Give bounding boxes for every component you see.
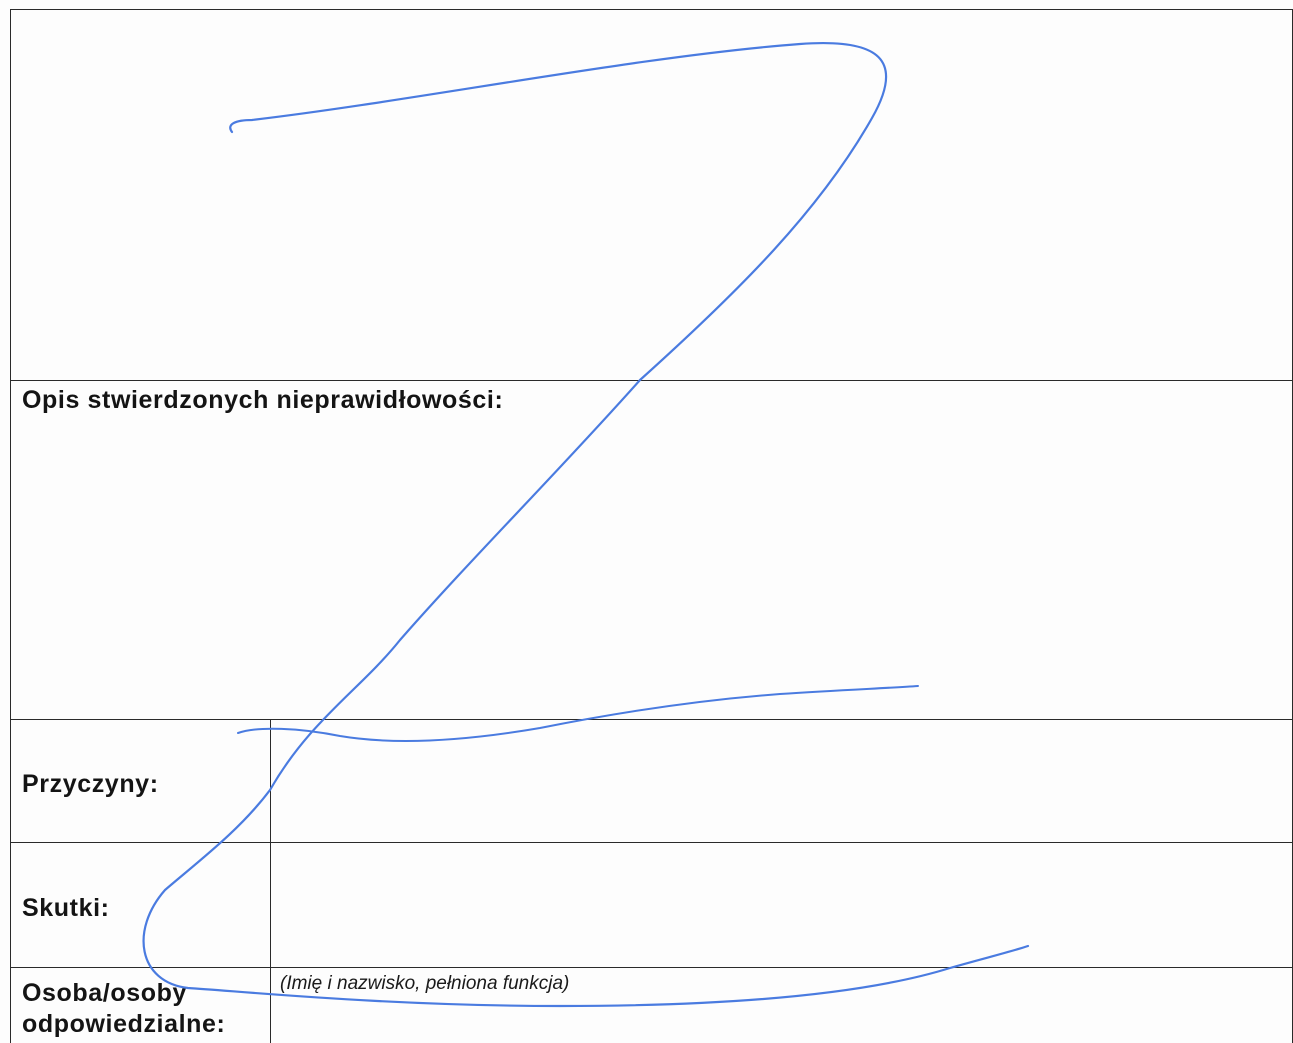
- description-field[interactable]: [11, 420, 1292, 718]
- top-empty-cell[interactable]: [11, 10, 1292, 380]
- responsible-field[interactable]: [271, 968, 1292, 1043]
- description-label: Opis stwierdzonych nieprawidłowości:: [22, 386, 504, 414]
- table-border-top: [10, 9, 1293, 10]
- causes-label: Przyczyny:: [22, 770, 159, 798]
- effects-field[interactable]: [271, 843, 1292, 967]
- table-border-left: [10, 9, 11, 1043]
- effects-label: Skutki:: [22, 894, 110, 922]
- responsible-label-line2: odpowiedzialne:: [22, 1010, 226, 1038]
- row-divider-description: [10, 380, 1293, 381]
- responsible-label-line1: Osoba/osoby: [22, 979, 187, 1007]
- causes-field[interactable]: [271, 720, 1292, 842]
